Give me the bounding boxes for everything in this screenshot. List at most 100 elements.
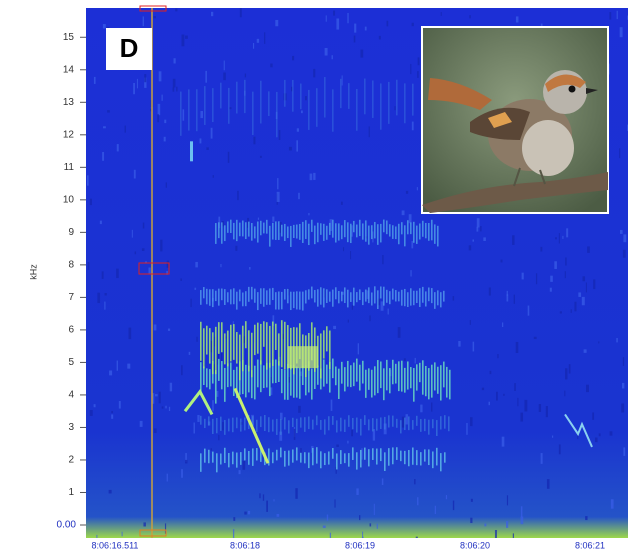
noise [501,322,504,328]
call-streak [305,220,307,239]
noise [623,447,626,456]
noise [139,420,143,427]
call-streak [350,223,352,244]
noise [405,414,408,425]
noise [416,187,418,191]
call-streak [422,220,424,237]
call-streak [224,419,226,435]
noise [296,128,299,132]
call-streak [242,220,244,237]
call-streak [416,415,418,426]
call-streak [278,291,280,310]
call-streak [316,88,318,127]
noise [157,103,161,116]
call-streak [365,220,367,242]
call-streak [299,291,301,310]
call-streak [348,415,350,427]
call-streak [233,369,235,396]
noise [414,357,416,364]
noise [347,440,349,444]
call-streak [290,364,292,396]
noise [296,140,298,152]
call-streak [314,368,316,390]
noise [512,235,515,245]
call-streak [209,289,211,306]
noise [397,327,401,338]
call-streak [203,287,205,299]
noise [466,423,468,435]
noise [133,169,136,179]
noise [410,63,412,75]
call-streak [278,333,280,366]
call-streak [287,325,289,369]
noise [506,290,508,296]
call-streak [227,363,229,388]
call-streak [329,291,331,302]
call-streak [424,418,426,432]
call-streak [276,449,278,461]
call-streak [320,333,322,379]
noise [101,271,104,279]
call-streak [284,223,286,241]
call-streak [380,448,382,462]
call-streak [206,368,208,388]
call-streak [200,453,202,472]
call-streak [413,368,415,402]
noise [282,333,284,340]
noise [279,431,283,441]
call-streak [302,291,304,311]
noise [166,473,168,482]
noise [279,412,283,420]
noise [577,432,579,440]
noise [417,497,419,506]
call-streak [407,292,409,307]
call-streak [440,453,442,472]
call-streak [203,328,205,369]
call-streak [335,366,337,386]
noise [549,287,552,292]
panel-label: D [120,33,139,63]
call-streak [245,321,247,349]
call-streak [332,219,334,238]
noise [264,32,266,44]
call-streak [215,370,217,404]
noise [357,343,359,355]
noise [622,357,625,366]
noise [244,511,247,515]
call-streak [320,451,322,469]
call-streak [398,223,400,245]
noise [484,523,487,527]
call-streak [389,224,391,237]
call-streak [420,419,422,432]
noise [513,294,515,304]
call-streak [263,288,265,307]
call-streak [254,226,256,239]
noise [266,500,268,512]
call-streak [362,292,364,306]
noise [558,233,560,244]
call-streak [317,365,319,385]
noise [199,138,202,144]
call-streak [263,222,265,234]
noise [86,175,89,186]
noise [128,327,132,340]
call-streak [407,361,409,390]
noise [582,276,586,282]
noise [157,114,160,123]
call-streak [320,419,322,430]
call-streak [221,288,223,301]
noise [483,237,486,242]
noise [458,341,461,347]
call-streak [260,220,262,236]
noise [89,198,92,206]
call-streak [180,91,182,136]
call-streak [371,225,373,240]
noise [223,60,225,71]
call-streak [356,292,358,303]
call-streak [308,89,310,130]
call-streak [389,291,391,305]
y-tick-label: 1 [68,487,74,498]
call-streak [224,289,226,305]
noise [131,229,133,238]
noise [554,261,557,269]
